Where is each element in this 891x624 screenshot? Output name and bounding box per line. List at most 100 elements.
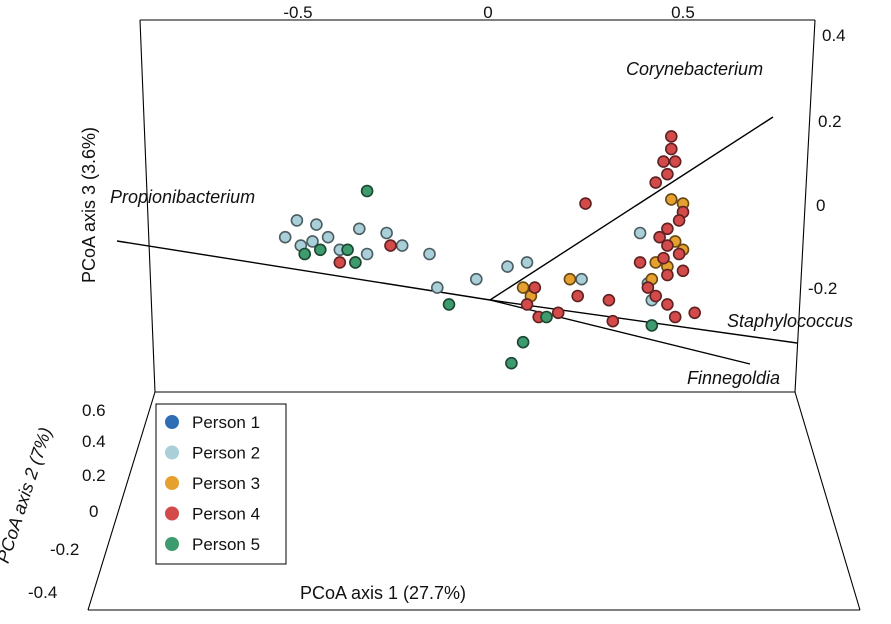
data-point-person-4 — [661, 222, 674, 236]
legend: Person 1 Person 2 Person 3 Person 4 Person 5 — [155, 403, 287, 565]
data-point-person-2 — [469, 272, 483, 286]
arrow-propionibacterium — [116, 240, 491, 301]
arrow-corynebacterium — [489, 116, 774, 301]
legend-label: Person 1 — [192, 413, 260, 432]
floor-left-edge — [87, 391, 156, 611]
back-left-edge — [139, 19, 156, 393]
data-point-person-2 — [430, 281, 444, 294]
data-point-person-4 — [668, 155, 682, 168]
z-tick-labels: 0.4 0.2 0 -0.2 — [808, 26, 846, 298]
label-finnegoldia: Finnegoldia — [687, 368, 780, 388]
data-point-person-5 — [360, 184, 374, 198]
data-point-person-4 — [668, 310, 682, 324]
data-point-person-4 — [649, 176, 663, 189]
data-point-person-5 — [298, 247, 312, 261]
z-tick-label: -0.2 — [808, 279, 837, 298]
data-point-person-4 — [528, 281, 542, 294]
data-point-person-4 — [672, 214, 686, 227]
data-point-person-4 — [664, 130, 678, 143]
data-point-person-2 — [290, 214, 304, 227]
data-point-person-4 — [333, 256, 347, 269]
data-point-person-4 — [633, 256, 647, 269]
data-point-person-5 — [505, 356, 518, 370]
data-point-person-4 — [657, 251, 670, 265]
data-point-person-4 — [688, 306, 702, 320]
data-point-person-5 — [349, 256, 362, 269]
y-tick-label: -0.4 — [28, 583, 57, 602]
z-axis-label: PCoA axis 3 (3.6%) — [79, 127, 99, 283]
floor-right-edge — [794, 391, 861, 611]
data-point-person-2 — [633, 226, 647, 240]
label-corynebacterium: Corynebacterium — [626, 59, 763, 79]
data-point-person-2 — [360, 247, 374, 261]
data-point-person-2 — [321, 230, 335, 244]
y-tick-label: 0.6 — [82, 401, 106, 420]
data-point-person-4 — [661, 298, 674, 311]
data-point-person-2 — [380, 226, 393, 240]
data-point-person-2 — [395, 239, 409, 252]
data-point-person-3 — [664, 193, 678, 206]
data-point-person-5 — [645, 319, 659, 332]
data-point-person-2 — [575, 272, 588, 286]
y-tick-label: 0.2 — [82, 466, 106, 485]
arrow-staphylococcus — [489, 299, 798, 344]
data-point-person-4 — [579, 197, 592, 210]
y-tick-label: -0.2 — [50, 540, 79, 559]
data-point-person-4 — [551, 306, 565, 320]
z-tick-label: 0 — [816, 196, 825, 215]
data-point-person-4 — [649, 289, 663, 303]
data-point-person-4 — [661, 268, 674, 282]
legend-label: Person 5 — [192, 535, 260, 554]
x-tick-label: 0 — [483, 3, 492, 22]
data-point-person-2 — [423, 247, 436, 261]
z-tick-label: 0.4 — [822, 26, 846, 45]
data-point-person-3 — [563, 272, 577, 286]
legend-entries: Person 1 Person 2 Person 3 Person 4 Person 5 — [165, 413, 260, 554]
legend-swatch — [165, 415, 179, 429]
data-point-person-2 — [306, 235, 319, 248]
y-tick-labels: 0.6 0.4 0.2 0 -0.2 -0.4 — [28, 401, 106, 602]
data-point-person-4 — [606, 314, 620, 328]
legend-label: Person 3 — [192, 474, 260, 493]
data-point-person-5 — [442, 298, 456, 311]
biplot-arrows: Corynebacterium Propionibacterium Staphy… — [110, 59, 853, 388]
data-point-person-4 — [653, 230, 666, 244]
arrow-finnegoldia — [489, 299, 751, 365]
x-tick-label: 0.5 — [671, 3, 695, 22]
data-point-person-4 — [384, 239, 397, 252]
data-point-person-4 — [661, 167, 674, 181]
plot-box-frame — [87, 19, 861, 611]
legend-swatch — [165, 445, 179, 460]
legend-swatch — [165, 476, 179, 490]
data-point-person-4 — [661, 239, 674, 252]
data-point-person-2 — [310, 218, 323, 231]
legend-label: Person 2 — [192, 444, 260, 463]
data-point-person-4 — [571, 289, 585, 303]
data-point-person-5 — [313, 243, 327, 257]
data-point-person-4 — [672, 247, 686, 261]
data-point-person-4 — [657, 155, 670, 168]
x-axis-label: PCoA axis 1 (27.7%) — [300, 583, 466, 603]
data-point-person-5 — [516, 335, 530, 349]
data-point-person-5 — [540, 310, 553, 324]
label-propionibacterium: Propionibacterium — [110, 187, 255, 207]
data-point-person-2 — [278, 230, 292, 244]
data-point-person-4 — [520, 298, 534, 311]
data-point-person-2 — [501, 260, 514, 273]
legend-swatch — [165, 537, 179, 551]
x-tick-labels: -0.5 0 0.5 — [283, 3, 694, 22]
data-points — [278, 130, 702, 370]
back-right-edge — [794, 19, 816, 393]
z-tick-label: 0.2 — [818, 112, 842, 131]
y-axis-label: PCoA axis 2 (7%) — [0, 425, 56, 566]
label-staphylococcus: Staphylococcus — [727, 311, 853, 331]
data-point-person-2 — [520, 256, 534, 269]
x-tick-label: -0.5 — [283, 3, 312, 22]
data-point-person-4 — [676, 264, 690, 278]
legend-swatch — [165, 506, 179, 521]
data-point-person-5 — [341, 243, 354, 257]
data-point-person-4 — [602, 293, 616, 307]
data-point-person-4 — [664, 142, 678, 156]
data-point-person-2 — [352, 222, 366, 236]
